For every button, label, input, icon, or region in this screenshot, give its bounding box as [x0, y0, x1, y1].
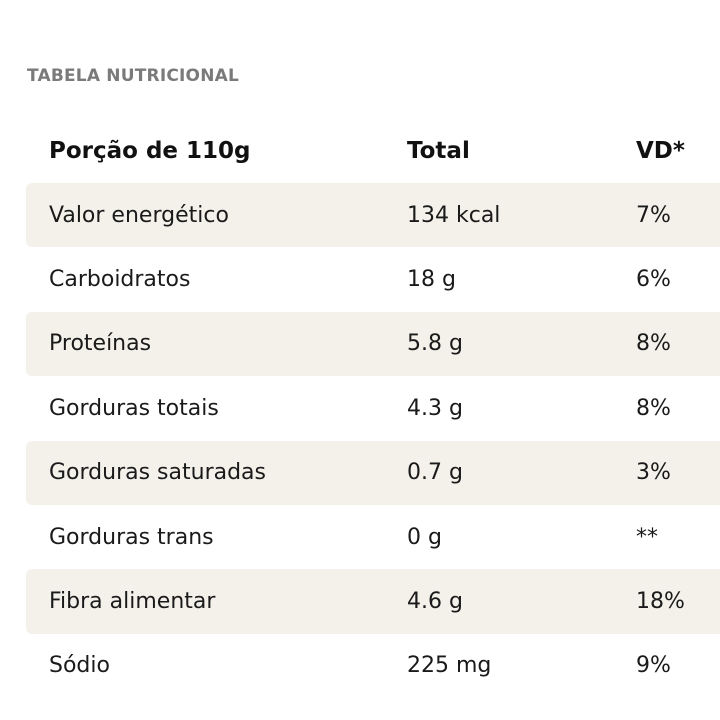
table-header: Porção de 110g Total VD*	[26, 118, 720, 183]
nutrient-total: 18 g	[407, 267, 456, 293]
nutrient-name: Gorduras totais	[49, 395, 219, 421]
nutrient-total: 134 kcal	[407, 202, 501, 228]
table-row: Carboidratos 18 g 6%	[26, 247, 720, 311]
nutrient-vd: 7%	[636, 202, 671, 228]
nutrient-total: 0 g	[407, 524, 442, 550]
table-row: Sódio 225 mg 9%	[26, 634, 720, 698]
nutrient-total: 0.7 g	[407, 460, 463, 486]
nutrient-name: Carboidratos	[49, 267, 191, 293]
nutrient-total: 4.3 g	[407, 395, 463, 421]
nutrient-name: Valor energético	[49, 202, 229, 228]
nutrient-name: Sódio	[49, 653, 110, 679]
nutrient-name: Fibra alimentar	[49, 589, 216, 615]
header-vd: VD*	[636, 137, 685, 164]
header-portion: Porção de 110g	[49, 137, 251, 164]
nutrient-vd: 8%	[636, 331, 671, 357]
table-row: Gorduras saturadas 0.7 g 3%	[26, 440, 720, 505]
header-total: Total	[407, 137, 470, 164]
nutrient-total: 4.6 g	[407, 589, 463, 615]
nutrient-vd: 8%	[636, 395, 671, 421]
table-row: Fibra alimentar 4.6 g 18%	[26, 569, 720, 634]
nutrient-name: Gorduras trans	[49, 524, 214, 550]
nutrient-vd: **	[636, 524, 658, 550]
nutrient-vd: 18%	[636, 589, 685, 615]
nutrient-vd: 6%	[636, 267, 671, 293]
nutrient-total: 225 mg	[407, 653, 492, 679]
table-row: Gorduras trans 0 g **	[26, 505, 720, 569]
section-title: TABELA NUTRICIONAL	[27, 66, 240, 86]
table-row: Gorduras totais 4.3 g 8%	[26, 376, 720, 440]
nutrition-table: Porção de 110g Total VD* Valor energétic…	[26, 118, 720, 698]
table-row: Proteínas 5.8 g 8%	[26, 311, 720, 377]
nutrient-vd: 9%	[636, 653, 671, 679]
nutrient-total: 5.8 g	[407, 331, 463, 357]
nutrient-vd: 3%	[636, 460, 671, 486]
nutrient-name: Gorduras saturadas	[49, 460, 267, 486]
table-row: Valor energético 134 kcal 7%	[26, 183, 720, 248]
nutrient-name: Proteínas	[49, 331, 152, 357]
